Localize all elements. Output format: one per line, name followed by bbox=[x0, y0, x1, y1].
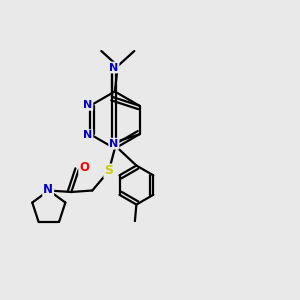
Text: N: N bbox=[43, 183, 53, 196]
Text: N: N bbox=[83, 130, 92, 140]
Text: S: S bbox=[104, 164, 113, 178]
Text: O: O bbox=[79, 160, 89, 174]
Text: N: N bbox=[109, 62, 119, 73]
Text: N: N bbox=[109, 139, 119, 149]
Text: N: N bbox=[83, 100, 92, 110]
